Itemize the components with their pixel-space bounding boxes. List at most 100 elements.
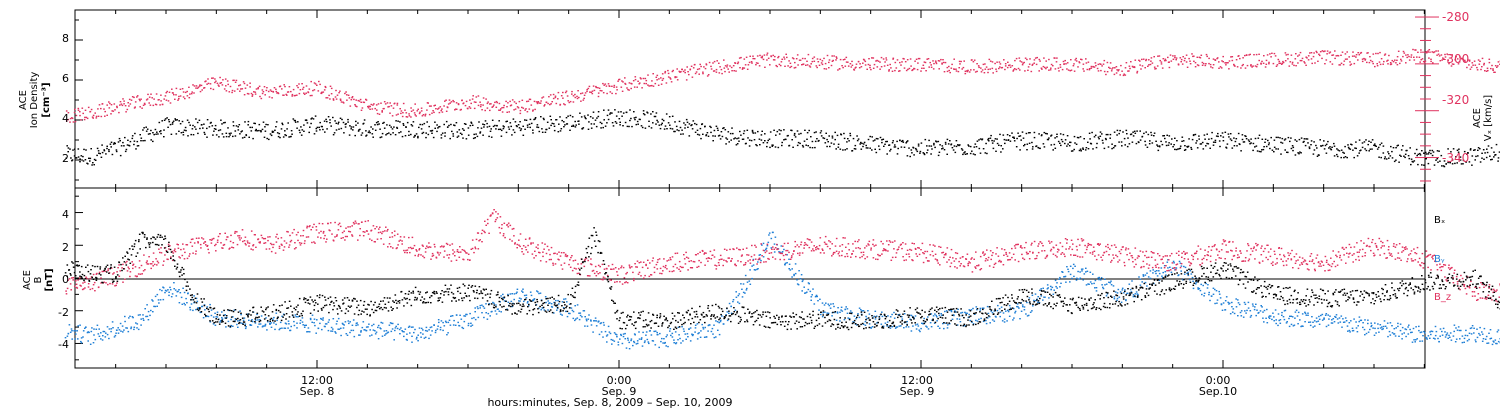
vx-point: [953, 58, 955, 60]
density-point: [326, 128, 328, 130]
by-point: [66, 335, 69, 337]
vx-point: [994, 62, 996, 65]
by-point: [1220, 303, 1223, 306]
by-point: [804, 292, 806, 294]
density-point: [67, 147, 70, 149]
by-point: [435, 329, 437, 332]
density-point: [1198, 138, 1200, 140]
vx-point: [774, 55, 776, 58]
by-point: [627, 339, 629, 341]
density-point: [1011, 132, 1013, 134]
by-point: [786, 262, 788, 264]
by-point: [545, 301, 547, 304]
density-point: [1233, 145, 1236, 147]
vx-point: [369, 108, 371, 110]
density-point: [802, 146, 805, 148]
density-point: [1231, 147, 1234, 149]
vx-point: [321, 91, 323, 93]
by-point: [100, 338, 102, 340]
density-point: [1031, 148, 1034, 150]
vx-point: [171, 88, 173, 90]
density-point: [720, 131, 723, 133]
density-point: [753, 139, 756, 141]
vx-point: [1297, 62, 1299, 64]
by-point: [1082, 279, 1084, 281]
vx-point: [853, 69, 856, 71]
by-point: [594, 320, 596, 322]
vx-point: [718, 62, 720, 64]
vx-point: [1169, 54, 1172, 56]
by-point: [513, 298, 515, 301]
vx-point: [1184, 57, 1186, 60]
density-point: [1101, 139, 1104, 142]
by-point: [243, 317, 246, 319]
density-point: [1000, 145, 1002, 147]
density-point: [94, 159, 97, 161]
by-point: [324, 323, 327, 325]
vx-point: [564, 91, 567, 94]
vx-point: [739, 67, 741, 69]
by-point: [562, 307, 565, 309]
density-point: [1385, 158, 1388, 160]
by-point: [864, 320, 867, 323]
vx-point: [1239, 57, 1241, 60]
density-point: [502, 127, 505, 130]
vx-point: [74, 120, 77, 123]
vx-point: [655, 76, 658, 78]
density-point: [1133, 130, 1136, 132]
density-point: [536, 126, 538, 128]
by-point: [557, 299, 559, 302]
by-point: [122, 331, 124, 333]
vx-point: [645, 79, 648, 82]
density-point: [232, 121, 235, 123]
vx-point: [371, 108, 374, 110]
by-point: [1031, 294, 1034, 296]
density-point: [1410, 158, 1413, 160]
density-point: [355, 120, 357, 123]
vx-point: [785, 53, 787, 55]
density-point: [751, 131, 754, 133]
vx-point: [151, 97, 153, 99]
vx-point: [235, 79, 238, 82]
density-point: [861, 142, 863, 145]
vx-point: [1438, 55, 1441, 57]
by-point: [835, 319, 838, 321]
by-point: [862, 310, 865, 312]
vx-point: [1353, 55, 1356, 57]
density-point: [601, 122, 603, 125]
by-point: [786, 254, 788, 256]
vx-point: [133, 107, 136, 109]
vx-point: [279, 85, 282, 87]
density-point: [641, 126, 644, 129]
by-point: [951, 318, 954, 320]
by-point: [1142, 275, 1145, 277]
vx-point: [1157, 55, 1159, 57]
by-point: [821, 316, 824, 318]
density-point: [69, 148, 71, 150]
by-point: [738, 293, 741, 295]
density-point: [671, 115, 674, 117]
density-point: [798, 133, 800, 135]
vx-point: [507, 102, 509, 104]
vx-point: [472, 95, 474, 97]
density-point: [496, 125, 498, 127]
density-point: [1417, 153, 1420, 155]
density-point: [1424, 151, 1427, 154]
vx-point: [726, 64, 729, 66]
vx-point: [1083, 70, 1085, 72]
density-point: [178, 120, 180, 122]
density-point: [308, 131, 310, 134]
by-point: [92, 342, 95, 344]
density-point: [204, 133, 206, 135]
by-point: [605, 335, 608, 337]
density-point: [1138, 141, 1140, 144]
vx-point: [1483, 64, 1485, 66]
density-point: [479, 132, 481, 134]
density-point: [1181, 136, 1184, 138]
by-point: [1192, 280, 1194, 282]
density-point: [368, 130, 371, 132]
by-point: [98, 328, 100, 330]
by-point: [364, 329, 366, 331]
vx-point: [1447, 59, 1449, 61]
density-point: [998, 144, 1000, 146]
